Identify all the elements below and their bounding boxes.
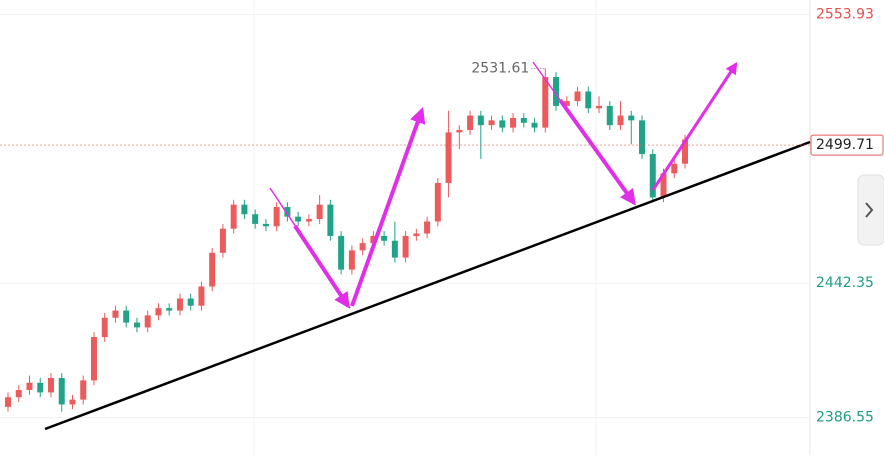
last-price-box	[810, 134, 884, 156]
high-annotation: 2531.61	[471, 60, 529, 76]
candle-body	[5, 397, 11, 407]
candle-body	[606, 105, 613, 126]
candle-body	[660, 173, 667, 198]
arrow	[651, 61, 738, 191]
arrow	[350, 106, 426, 307]
candle-body	[445, 132, 452, 183]
candle-body	[176, 298, 183, 311]
candle-body	[574, 91, 581, 102]
candle-body	[37, 382, 44, 393]
candle-body	[144, 315, 151, 328]
candle-body	[133, 322, 140, 328]
candle-body	[628, 115, 635, 121]
candle-body	[553, 77, 560, 106]
chevron-icon	[865, 202, 874, 218]
candle-body	[413, 233, 420, 236]
candle-body	[58, 377, 65, 405]
candle-body	[563, 101, 570, 106]
candle-body	[617, 115, 624, 126]
candle-body	[338, 235, 345, 270]
candle-body	[295, 216, 302, 222]
candle-body	[273, 207, 280, 227]
candle-body	[155, 308, 162, 316]
candle-body	[166, 308, 173, 311]
last-price-label: 2499.71	[816, 137, 874, 153]
candle-body	[542, 77, 549, 128]
trend-line	[44, 140, 811, 431]
y-tick-label: 2553.93	[816, 7, 874, 23]
candle-body	[47, 377, 54, 393]
candle-body	[219, 228, 226, 253]
candle-body	[305, 219, 312, 222]
candle-body	[26, 382, 33, 390]
candle-body	[682, 139, 688, 164]
y-tick-label: 2442.35	[816, 275, 874, 291]
candle-body	[639, 120, 646, 155]
candle-body	[241, 204, 248, 215]
arrow	[293, 224, 350, 309]
candle-body	[123, 310, 130, 323]
candle-body	[112, 310, 119, 318]
candle-body	[359, 243, 366, 251]
candle-body	[15, 390, 22, 398]
candle-body	[424, 221, 431, 234]
candle-body	[649, 154, 656, 198]
arrow	[558, 98, 636, 206]
candle-body	[209, 252, 216, 287]
candle-body	[69, 399, 76, 405]
candle-body	[327, 204, 334, 236]
candle-body	[370, 235, 377, 244]
candle-body	[198, 286, 205, 306]
candle-body	[90, 337, 97, 381]
candle-body	[520, 117, 527, 123]
candle-body	[671, 163, 678, 174]
candle-body	[230, 204, 237, 229]
candle-body	[80, 380, 87, 400]
candle-body	[488, 120, 495, 126]
candle-body	[402, 235, 409, 258]
candle-body	[499, 120, 506, 128]
candle-body	[434, 182, 441, 222]
candle-body	[252, 214, 259, 224]
candle-body	[187, 298, 194, 306]
candle-body	[467, 115, 474, 130]
candle-body	[391, 240, 398, 258]
candle-body	[381, 235, 388, 241]
candle-body	[101, 317, 108, 338]
candle-body	[585, 91, 592, 109]
candle-body	[510, 117, 517, 128]
candle-body	[284, 207, 291, 217]
candle-body	[477, 115, 484, 126]
candle-body	[262, 223, 269, 227]
candle-body	[316, 204, 323, 220]
candle-body	[456, 130, 463, 133]
candle-body	[596, 105, 603, 109]
candle-body	[531, 122, 538, 128]
candle-body	[348, 250, 355, 270]
y-tick-label: 2386.55	[816, 410, 874, 426]
